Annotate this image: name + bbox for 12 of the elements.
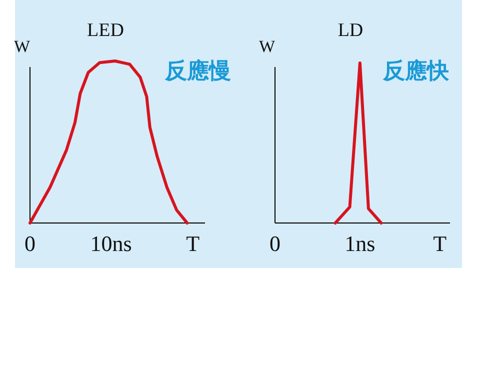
y-axis-title: W	[258, 37, 276, 56]
x-tick-label: 1ns	[344, 231, 376, 256]
x-tick-label: T	[186, 231, 200, 256]
y-axis-title: W	[14, 37, 31, 56]
x-tick-label: 0	[24, 231, 36, 256]
x-tick-label: T	[433, 231, 448, 256]
annotation: 反應慢	[164, 58, 231, 84]
chart-title: LED	[87, 20, 124, 41]
chart-title: LD	[338, 20, 364, 41]
annotation: 反應快	[382, 58, 450, 84]
x-tick-label: 10ns	[90, 231, 132, 256]
x-tick-label: 0	[270, 231, 280, 256]
